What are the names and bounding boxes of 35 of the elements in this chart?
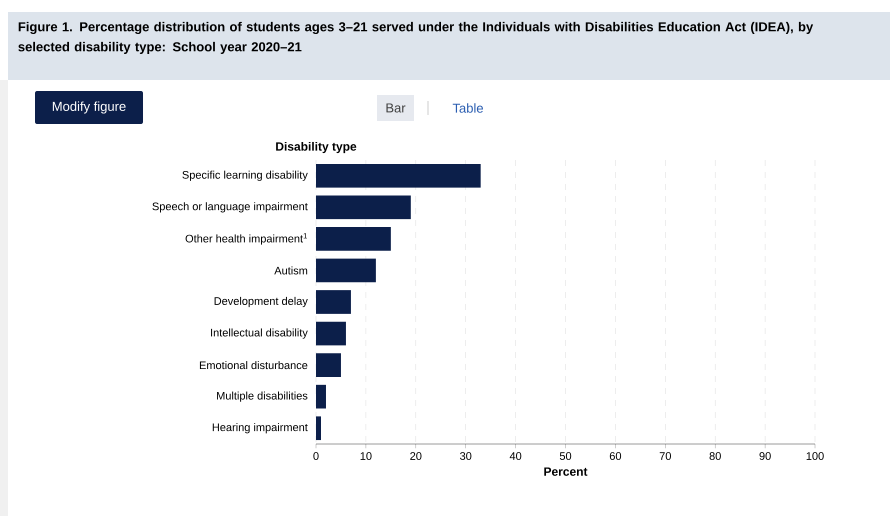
bar — [316, 416, 321, 440]
bar — [316, 290, 351, 314]
y-tick-label: Other health impairment$^{1}$ — [186, 233, 307, 245]
x-axis-title: Percent — [544, 467, 588, 476]
x-tick-label: 40 — [510, 452, 522, 460]
y-tick-label: Speech or language impairment — [152, 202, 308, 212]
y-tick-label: Emotional disturbance — [200, 361, 308, 370]
x-tick-label: 80 — [710, 452, 721, 460]
x-tick-label: 10 — [360, 452, 372, 460]
x-tick-label: 100 — [806, 452, 824, 460]
text: Bar — [386, 103, 406, 113]
x-tick-label: 60 — [610, 452, 622, 460]
bar — [316, 164, 481, 188]
text: Table — [452, 103, 483, 113]
bar — [316, 258, 376, 282]
bar — [316, 196, 411, 220]
bar — [316, 384, 326, 409]
x-tick-label: 30 — [460, 452, 472, 460]
y-tick-label: Hearing impairment — [212, 423, 308, 434]
y-axis-title: Disability type — [276, 142, 356, 154]
text: Modify figure — [52, 101, 126, 114]
bar — [316, 353, 341, 377]
bar — [316, 227, 391, 251]
y-tick-label: Multiple disabilities — [217, 392, 308, 402]
y-tick-label: Intellectual disability — [211, 328, 308, 339]
x-tick-label: 0 — [313, 452, 319, 460]
y-tick-label: Specific learning disability — [182, 170, 308, 181]
x-tick-label: 20 — [410, 452, 422, 460]
y-tick-label: Development delay — [214, 296, 308, 308]
x-tick-label: 50 — [560, 452, 572, 460]
y-tick-label: Autism — [274, 266, 308, 274]
chart-title: Figure 1. Percentage distribution of students ages 3–21 served under the Individuals with Disabilities Education Act (IDEA), by selected disability type: School year 2020–21 — [18, 22, 814, 54]
x-tick-label: 90 — [760, 452, 771, 460]
x-tick-label: 70 — [660, 452, 671, 460]
bar — [316, 322, 346, 346]
